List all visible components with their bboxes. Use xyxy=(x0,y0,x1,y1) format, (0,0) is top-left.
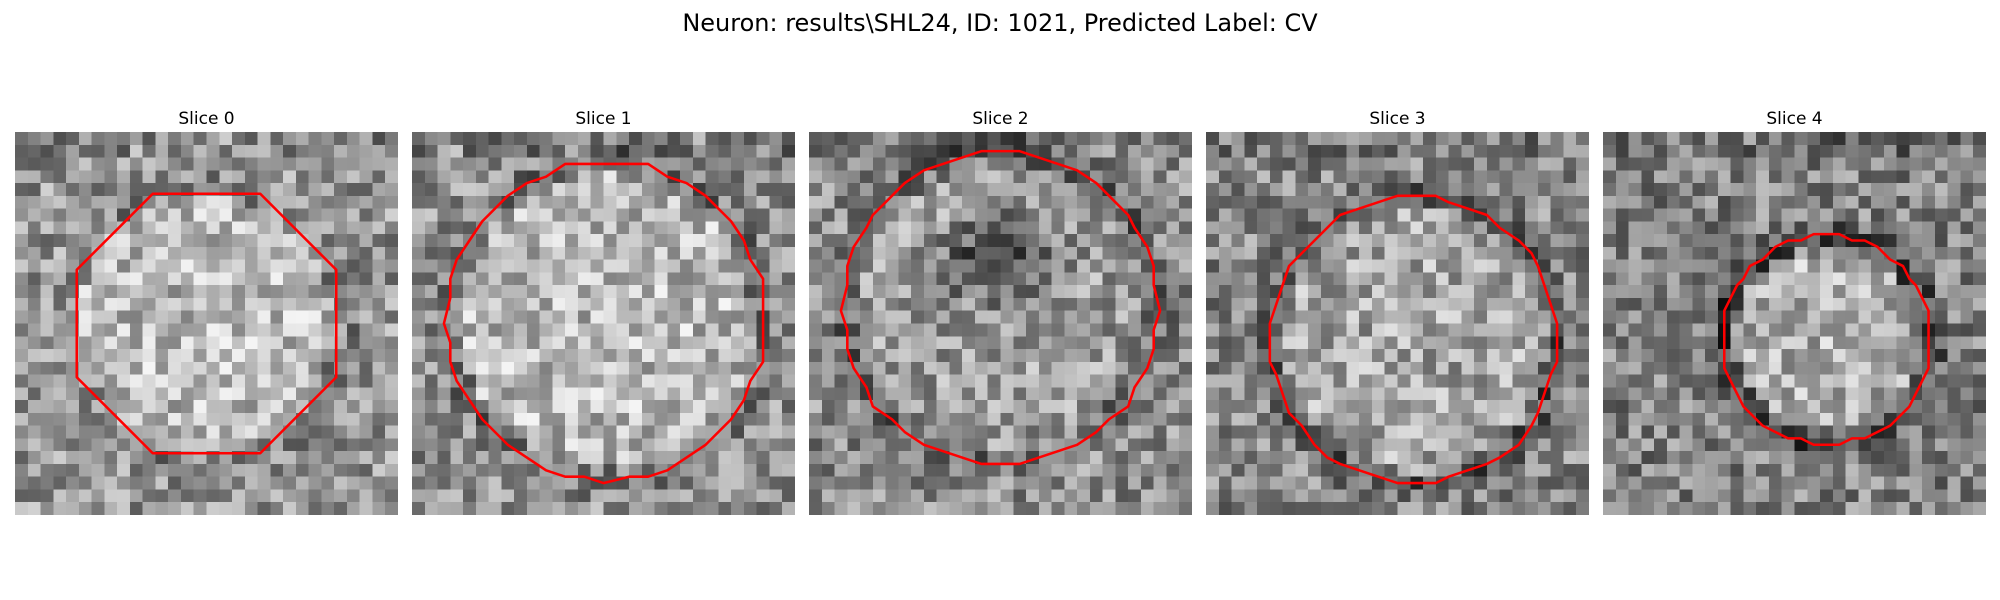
slice-panel-3: Slice 3 xyxy=(1206,108,1589,515)
pixel-grid xyxy=(809,132,1192,515)
slice-panel-4: Slice 4 xyxy=(1603,108,1986,515)
slice-image-4 xyxy=(1603,132,1986,515)
slice-panel-0: Slice 0 xyxy=(15,108,398,515)
slice-title-0: Slice 0 xyxy=(178,109,235,129)
slice-image-3 xyxy=(1206,132,1589,515)
slice-title-3: Slice 3 xyxy=(1369,109,1426,129)
slice-panel-1: Slice 1 xyxy=(412,108,795,515)
segmentation-contour xyxy=(1268,194,1559,485)
figure-title: Neuron: results\SHL24, ID: 1021, Predict… xyxy=(682,9,1318,37)
pixel-grid xyxy=(1206,132,1589,515)
segmentation-contour xyxy=(75,192,338,455)
slice-title-1: Slice 1 xyxy=(575,109,632,129)
slice-title-2: Slice 2 xyxy=(972,109,1029,129)
pixel-grid xyxy=(412,132,795,515)
segmentation-contour xyxy=(442,162,765,485)
segmentation-contour xyxy=(1723,232,1930,447)
segmentation-contour xyxy=(839,149,1162,466)
slice-panel-2: Slice 2 xyxy=(809,108,1192,515)
slice-title-4: Slice 4 xyxy=(1766,109,1823,129)
slice-image-1 xyxy=(412,132,795,515)
slice-image-2 xyxy=(809,132,1192,515)
pixel-grid xyxy=(15,132,398,515)
pixel-grid xyxy=(1603,132,1986,515)
slice-image-0 xyxy=(15,132,398,515)
